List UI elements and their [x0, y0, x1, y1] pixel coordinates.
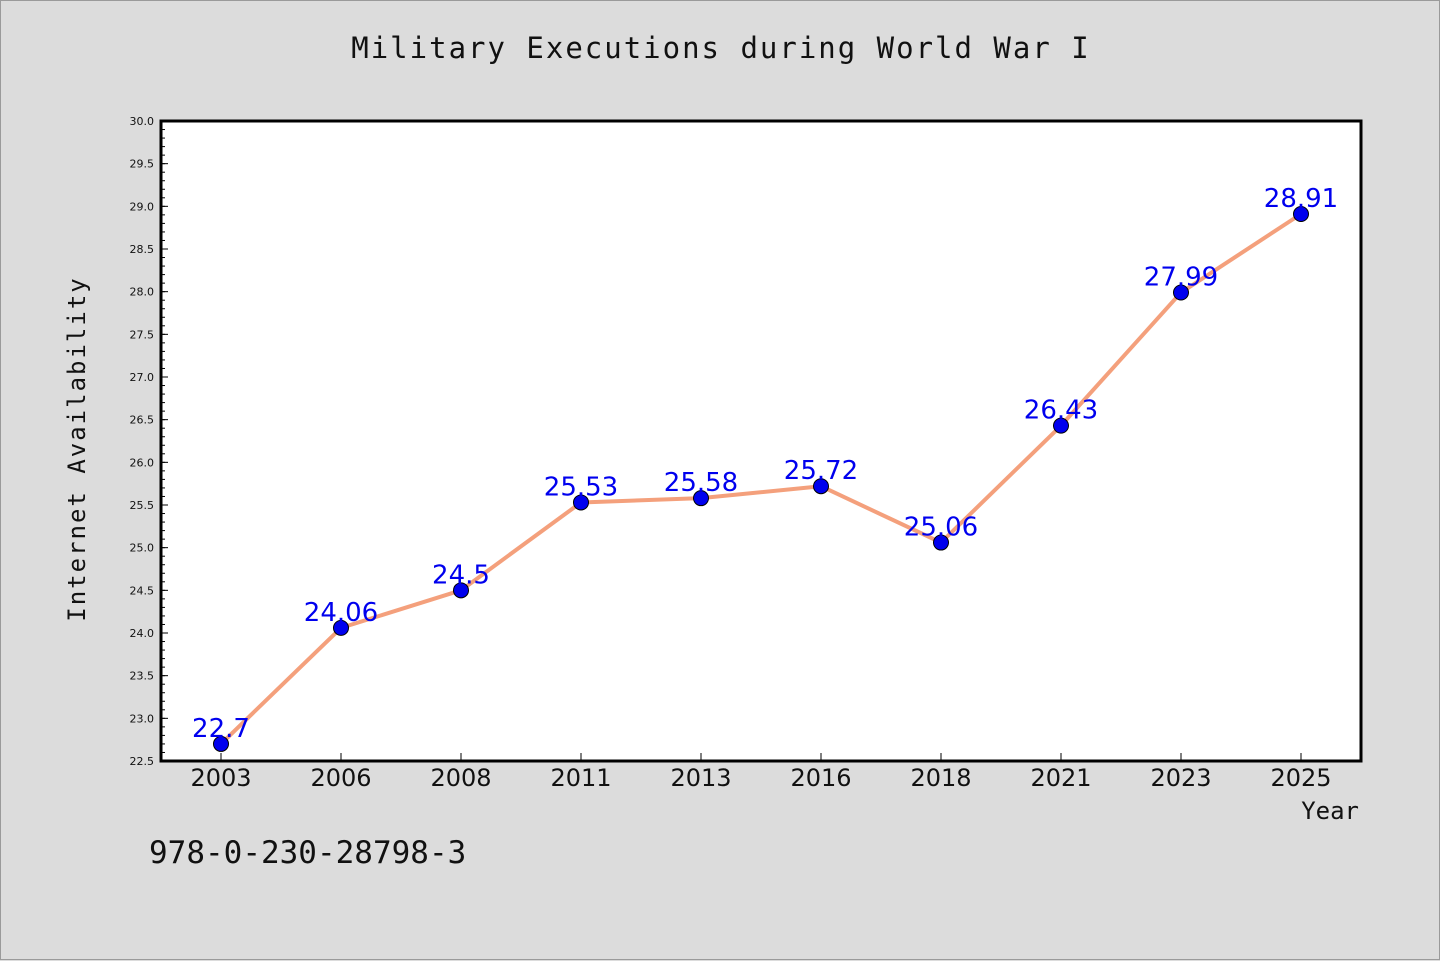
- data-point: [1293, 206, 1309, 223]
- data-label: 28.91: [1264, 184, 1338, 214]
- x-tick-label: 2006: [310, 764, 371, 792]
- y-tick-label: 26.5: [130, 414, 155, 427]
- plot-area: [161, 121, 1361, 761]
- y-tick-label: 25.0: [130, 542, 155, 555]
- data-labels: 22.7 24.06 24.5 25.53 25.58 25.72 25.06 26.43 27…: [192, 184, 1338, 744]
- y-tick-label: 28.0: [130, 286, 155, 299]
- x-axis: 2003 2006 2008 2011 2013 2016 2018 2021 2023 2025: [190, 753, 1332, 792]
- x-tick-label: 2016: [790, 764, 851, 792]
- y-tick-label: 23.0: [130, 712, 155, 725]
- data-label: 22.7: [192, 714, 250, 744]
- y-tick-label: 29.0: [130, 200, 155, 213]
- data-label: 24.06: [304, 598, 378, 628]
- x-tick-label: 2008: [430, 764, 491, 792]
- data-point: [933, 534, 949, 551]
- y-tick-label: 23.5: [130, 670, 155, 683]
- y-tick-label: 22.5: [130, 755, 155, 768]
- x-tick-label: 2023: [1150, 764, 1211, 792]
- x-tick-label: 2013: [670, 764, 731, 792]
- series-line: [219, 212, 1303, 746]
- data-point: [693, 490, 709, 507]
- y-tick-label: 24.0: [130, 627, 155, 640]
- data-point: [213, 735, 229, 752]
- data-label: 25.53: [544, 472, 618, 502]
- x-tick-label: 2025: [1270, 764, 1331, 792]
- y-tick-label: 24.5: [130, 584, 155, 597]
- plot-border: [159, 119, 1363, 763]
- data-label: 24.5: [432, 560, 490, 590]
- data-point: [1053, 417, 1069, 434]
- y-tick-label: 28.5: [130, 243, 155, 256]
- x-tick-label: 2018: [910, 764, 971, 792]
- y-tick-label: 25.5: [130, 499, 155, 512]
- data-label: 27.99: [1144, 263, 1218, 293]
- y-tick-label: 27.5: [130, 328, 155, 341]
- x-tick-label: 2011: [550, 764, 611, 792]
- y-axis: 22.5 23.0 23.5 24.0 24.5 25.0 25.5 26.0 26.5 27.0…: [130, 115, 168, 768]
- data-label: 26.43: [1024, 396, 1098, 426]
- y-tick-label: 27.0: [130, 371, 155, 384]
- x-tick-label: 2021: [1030, 764, 1091, 792]
- data-point: [333, 619, 349, 636]
- y-tick-label: 26.0: [130, 456, 155, 469]
- data-label: 25.58: [664, 468, 738, 498]
- data-point: [573, 494, 589, 511]
- data-label: 25.72: [784, 456, 858, 486]
- data-label: 25.06: [904, 513, 978, 543]
- data-point: [1173, 284, 1189, 301]
- chart-title: Military Executions during World War I: [351, 31, 1091, 65]
- series-markers: [213, 206, 1309, 752]
- data-point: [813, 478, 829, 495]
- x-tick-label: 2003: [190, 764, 251, 792]
- x-axis-label: Year: [1301, 797, 1359, 825]
- y-tick-label: 29.5: [130, 158, 155, 171]
- data-point: [453, 582, 469, 599]
- y-tick-label: 30.0: [130, 115, 155, 128]
- isbn-annotation: 978-0-230-28798-3: [149, 835, 467, 871]
